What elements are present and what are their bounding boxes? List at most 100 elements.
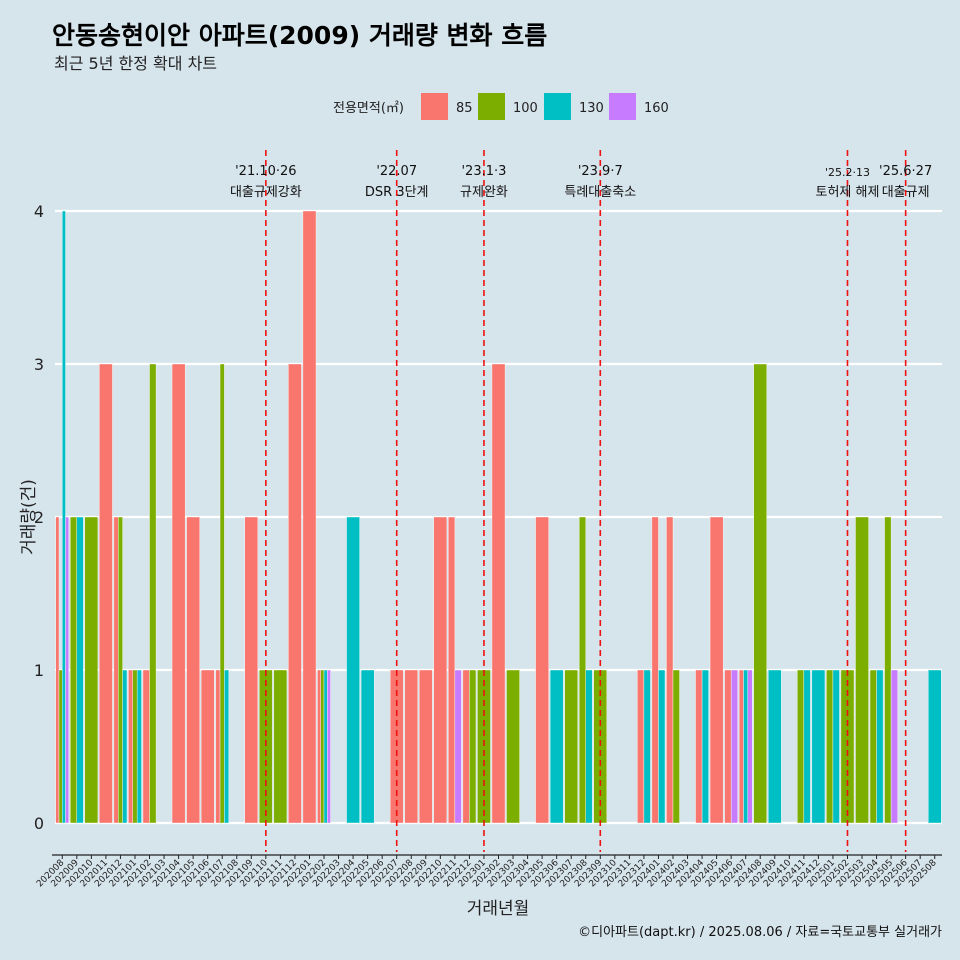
legend-label-160: 160 bbox=[644, 101, 669, 116]
bar-202504-130 bbox=[876, 669, 884, 824]
event-label-202110: 대출규제강화 bbox=[230, 185, 302, 200]
bar-202101-100 bbox=[132, 669, 138, 824]
y-tick-0: 0 bbox=[34, 814, 44, 833]
bar-202412-130 bbox=[811, 669, 826, 824]
bar-202010-100 bbox=[84, 516, 99, 824]
bar-202202-85 bbox=[317, 669, 321, 824]
bar-202402-100 bbox=[672, 669, 680, 824]
bar-202406-160 bbox=[730, 669, 738, 824]
legend: 전용면적(㎡) 85 100 130 160 bbox=[333, 93, 669, 120]
bar-202409-130 bbox=[768, 669, 782, 824]
event-label-202506: 대출규제 bbox=[882, 185, 930, 200]
bar-202008-100 bbox=[58, 669, 63, 824]
bar-202012-85 bbox=[113, 516, 119, 824]
bar-202501-130 bbox=[832, 669, 840, 824]
bar-202411-130 bbox=[803, 669, 811, 824]
bar-202111-100 bbox=[273, 669, 288, 824]
bar-202305-85 bbox=[535, 516, 549, 824]
y-tick-1: 1 bbox=[34, 661, 44, 680]
legend-title: 전용면적(㎡) bbox=[333, 101, 404, 116]
event-date-202110: '21.10·26 bbox=[235, 164, 296, 179]
chart-subtitle: 최근 5년 한정 확대 차트 bbox=[54, 54, 217, 73]
bar-202202-100 bbox=[320, 669, 325, 824]
bar-202204-130 bbox=[346, 516, 360, 824]
bar-202106-85 bbox=[200, 669, 215, 824]
bar-202009-100 bbox=[70, 516, 78, 824]
bar-202212-85 bbox=[462, 669, 470, 824]
bar-202212-100 bbox=[469, 669, 477, 824]
bar-202401-85 bbox=[651, 516, 659, 824]
bar-202008-160 bbox=[65, 516, 70, 824]
bar-202102-100 bbox=[149, 363, 157, 824]
y-tick-3: 3 bbox=[34, 355, 44, 374]
legend-swatch-85 bbox=[421, 93, 448, 120]
event-date-202502: '25.2·13 bbox=[825, 166, 870, 179]
event-label-202502: 토허제 해제 bbox=[816, 185, 880, 200]
bar-202501-100 bbox=[826, 669, 834, 824]
bar-202210-85 bbox=[433, 516, 448, 824]
legend-swatch-130 bbox=[544, 93, 571, 120]
event-date-202301: '23.1·3 bbox=[461, 164, 506, 179]
y-tick-4: 4 bbox=[34, 202, 44, 221]
bar-202505-100 bbox=[884, 516, 892, 824]
bar-202401-130 bbox=[658, 669, 666, 824]
event-date-202207: '22.07 bbox=[376, 164, 417, 179]
bar-202012-100 bbox=[118, 516, 123, 824]
bar-202303-100 bbox=[506, 669, 520, 824]
bar-202209-85 bbox=[419, 669, 433, 824]
bar-202107-130 bbox=[224, 669, 229, 824]
annotations: '21.10·26 대출규제강화 '22.07 DSR 3단계 '23.1·3 규제완화 '… bbox=[230, 150, 932, 852]
x-axis: 2020082020092020102020112020122021012021… bbox=[35, 854, 942, 889]
bar-202406-85 bbox=[724, 669, 732, 824]
bar-202012-130 bbox=[122, 669, 128, 824]
bar-202101-130 bbox=[136, 669, 142, 824]
bar-202008-130 bbox=[62, 210, 66, 824]
bar-202101-85 bbox=[128, 669, 133, 824]
bar-202302-85 bbox=[491, 363, 506, 824]
bar-202109-85 bbox=[244, 516, 259, 824]
bar-202208-85 bbox=[404, 669, 418, 824]
event-date-202506: '25.6·27 bbox=[879, 164, 932, 179]
bar-202404-130 bbox=[701, 669, 709, 824]
x-axis-label: 거래년월 bbox=[467, 899, 530, 919]
event-label-202309: 특례대출축소 bbox=[564, 185, 636, 200]
legend-swatch-100 bbox=[478, 93, 505, 120]
bar-202411-100 bbox=[797, 669, 805, 824]
event-label-202301: 규제완화 bbox=[460, 185, 508, 200]
bar-202211-160 bbox=[454, 669, 462, 824]
legend-label-130: 130 bbox=[579, 101, 604, 116]
event-date-202309: '23.9·7 bbox=[578, 164, 623, 179]
bar-202306-130 bbox=[549, 669, 564, 824]
bar-202503-100 bbox=[855, 516, 869, 824]
source-caption: ©디아파트(dapt.kr) / 2025.08.06 / 자료=국토교통부 실… bbox=[578, 925, 942, 940]
bars bbox=[55, 210, 942, 824]
bar-202202-130 bbox=[323, 669, 328, 824]
bar-202402-85 bbox=[666, 516, 674, 824]
bar-202505-160 bbox=[890, 669, 898, 824]
bar-202407-130 bbox=[743, 669, 749, 824]
bar-202202-160 bbox=[327, 669, 331, 824]
bar-202407-160 bbox=[747, 669, 753, 824]
bar-202104-85 bbox=[171, 363, 186, 824]
bar-202107-100 bbox=[219, 363, 225, 824]
bar-202312-85 bbox=[637, 669, 645, 824]
y-axis-label: 거래량(건) bbox=[19, 479, 39, 555]
y-tick-2: 2 bbox=[34, 508, 44, 527]
bar-202508-130 bbox=[927, 669, 942, 824]
bar-202407-85 bbox=[738, 669, 744, 824]
bar-202307-100 bbox=[564, 669, 578, 824]
bar-202308-100 bbox=[579, 516, 586, 824]
legend-label-85: 85 bbox=[456, 101, 473, 116]
bar-202009-130 bbox=[76, 516, 84, 824]
bar-202201-85 bbox=[302, 210, 317, 824]
bar-202112-85 bbox=[288, 363, 302, 824]
bar-202405-85 bbox=[709, 516, 724, 824]
bar-202105-85 bbox=[186, 516, 200, 824]
bar-202308-130 bbox=[585, 669, 593, 824]
bar-202312-130 bbox=[643, 669, 651, 824]
bar-202008-85 bbox=[55, 516, 60, 824]
bar-202408-100 bbox=[753, 363, 767, 824]
bar-202011-85 bbox=[99, 363, 113, 824]
chart-title: 안동송현이안 아파트(2009) 거래량 변화 흐름 bbox=[52, 21, 547, 50]
bar-202404-85 bbox=[695, 669, 703, 824]
